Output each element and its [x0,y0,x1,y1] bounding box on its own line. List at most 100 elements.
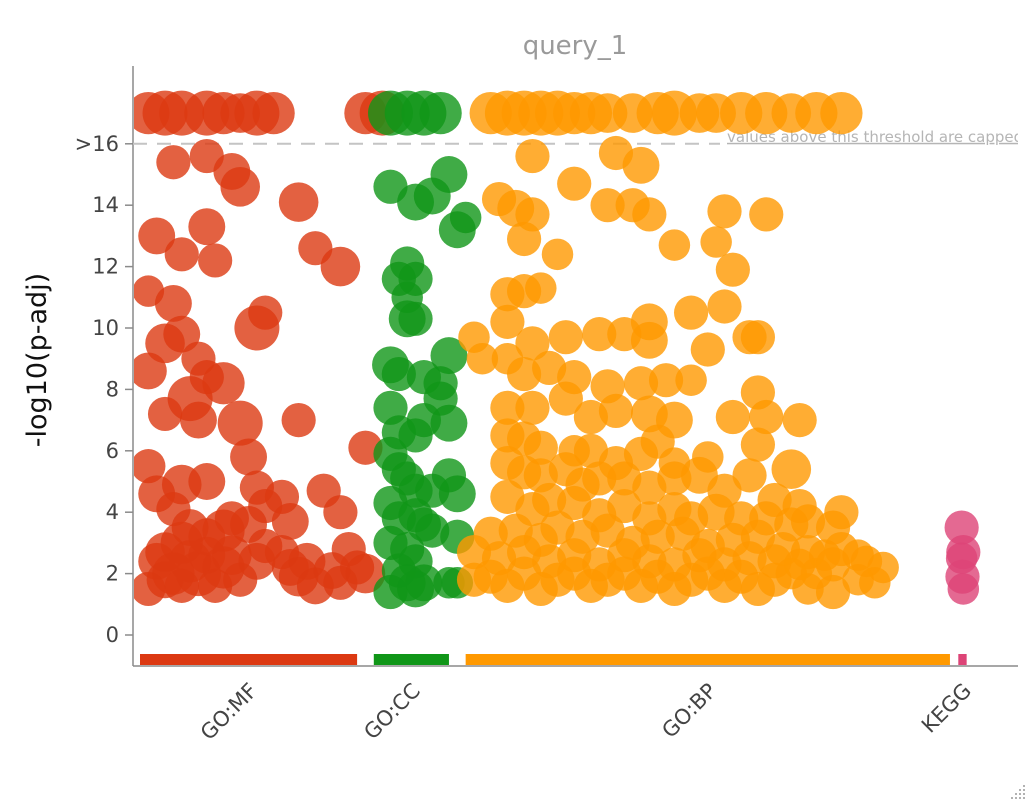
source-bar-kegg [958,654,967,665]
data-point[interactable] [623,366,659,401]
resize-dot [1019,789,1021,791]
data-point[interactable] [198,568,233,603]
data-point[interactable] [749,399,784,435]
data-point[interactable] [658,229,691,261]
data-point[interactable] [449,201,482,234]
data-point[interactable] [188,463,226,500]
data-point[interactable] [131,449,166,484]
data-point[interactable] [278,182,319,222]
data-point[interactable] [188,208,226,246]
resize-dot [1015,793,1017,795]
data-point[interactable] [164,237,199,272]
y-tick-label: 0 [106,623,119,647]
data-point[interactable] [548,381,583,416]
data-point[interactable] [815,574,851,610]
data-point[interactable] [331,531,366,567]
data-point[interactable] [590,188,625,223]
data-point[interactable] [180,401,217,439]
data-point[interactable] [707,194,742,229]
data-point[interactable] [674,295,709,330]
data-point[interactable] [630,321,668,359]
data-point[interactable] [373,169,408,204]
data-point[interactable] [715,399,750,435]
data-point[interactable] [248,295,283,330]
y-tick-label: 2 [106,562,119,586]
data-point[interactable] [214,501,249,536]
data-point[interactable] [515,138,550,174]
data-point[interactable] [490,390,525,425]
data-point[interactable] [430,337,468,375]
data-point[interactable] [732,458,767,493]
data-point[interactable] [541,238,574,271]
data-point[interactable] [598,393,634,428]
data-point[interactable] [944,510,979,545]
data-point[interactable] [271,502,309,540]
data-point[interactable] [582,461,617,496]
data-point[interactable] [138,217,176,255]
resize-dot [1011,797,1013,799]
data-point[interactable] [700,226,732,258]
data-point[interactable] [430,156,468,193]
data-point[interactable] [391,281,423,314]
data-point[interactable] [648,363,684,398]
data-point[interactable] [824,495,859,530]
data-point[interactable] [740,427,776,462]
resize-dot [1019,797,1021,799]
data-point[interactable] [515,326,550,361]
data-point[interactable] [398,418,433,453]
data-point[interactable] [782,403,817,438]
data-point[interactable] [771,449,812,490]
data-point[interactable] [466,342,499,375]
data-point[interactable] [582,317,617,352]
data-point[interactable] [815,547,851,582]
data-point[interactable] [490,304,525,339]
data-point[interactable] [156,145,191,180]
data-point[interactable] [532,482,567,518]
data-point[interactable] [281,403,316,438]
data-point[interactable] [419,91,462,135]
data-point[interactable] [515,390,550,425]
data-point[interactable] [947,573,980,605]
data-point[interactable] [740,320,776,355]
data-point[interactable] [506,221,542,257]
resize-dot [1023,789,1025,791]
data-point[interactable] [707,289,742,324]
y-tick-label: 10 [92,316,119,340]
data-point[interactable] [288,542,326,580]
data-point[interactable] [675,364,707,396]
data-point[interactable] [154,284,192,322]
data-point[interactable] [152,552,195,595]
source-label: GO:MF [196,679,262,745]
data-point[interactable] [130,352,167,390]
data-point[interactable] [188,518,226,556]
data-points [130,90,981,610]
data-point[interactable] [397,570,434,608]
data-point[interactable] [632,197,667,232]
resize-handle-icon[interactable] [1011,785,1025,799]
data-point[interactable] [548,320,583,355]
resize-dot [1023,793,1025,795]
data-point[interactable] [323,495,358,530]
data-point[interactable] [715,252,750,287]
data-point[interactable] [622,146,660,184]
data-point[interactable] [381,356,416,392]
data-point[interactable] [252,91,295,135]
data-point[interactable] [820,91,863,135]
data-point[interactable] [213,152,251,190]
data-point[interactable] [198,243,233,278]
data-point[interactable] [217,400,263,446]
data-point[interactable] [842,563,874,596]
data-point[interactable] [438,475,476,513]
data-point[interactable] [867,551,899,584]
data-point[interactable] [230,438,267,476]
data-point[interactable] [792,573,824,605]
data-point[interactable] [202,362,245,405]
data-point[interactable] [749,197,784,232]
data-point[interactable] [557,166,592,201]
data-point[interactable] [320,246,361,287]
data-point[interactable] [525,272,557,304]
y-tick-label: >16 [75,132,119,156]
data-point[interactable] [147,396,183,432]
data-point[interactable] [690,332,725,367]
data-point[interactable] [523,430,558,465]
